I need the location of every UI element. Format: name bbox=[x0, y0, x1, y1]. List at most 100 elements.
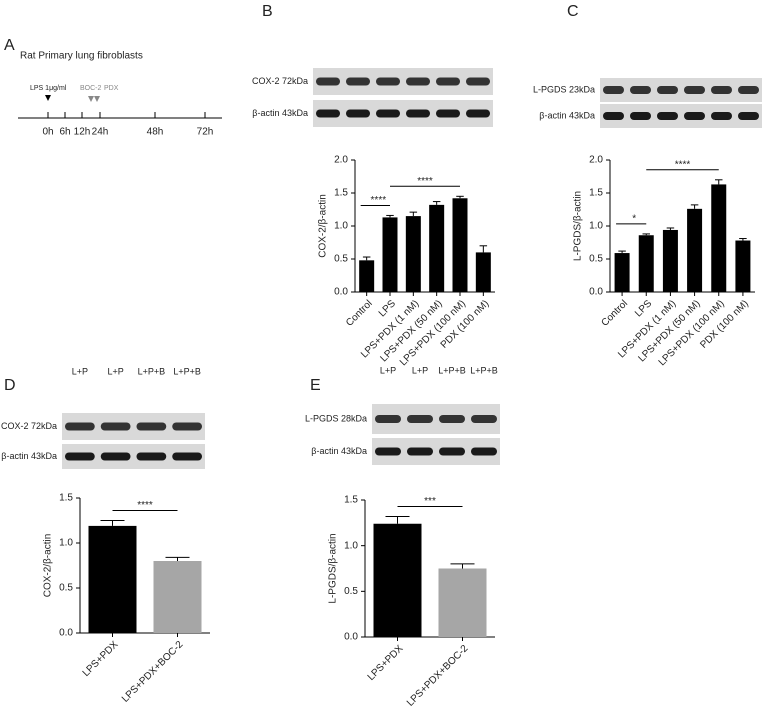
blot-band bbox=[711, 112, 732, 120]
y-tick-label: 1.5 bbox=[59, 493, 73, 504]
treatment-label: PDX bbox=[104, 85, 119, 92]
blot-band bbox=[346, 109, 370, 118]
x-tick-label: Control bbox=[599, 298, 630, 329]
y-tick-label: 0.5 bbox=[334, 254, 348, 265]
x-tick-label: LPS+PDX bbox=[366, 643, 406, 683]
y-axis-label: L-PGDS/β-actin bbox=[573, 191, 584, 261]
blot-band bbox=[439, 447, 465, 456]
bar bbox=[735, 240, 751, 292]
blot-band bbox=[172, 422, 202, 431]
y-axis-label: L-PGDS/β-actin bbox=[328, 533, 339, 603]
significance-label: *** bbox=[424, 496, 436, 507]
bar bbox=[153, 561, 202, 633]
arrow bbox=[88, 96, 100, 102]
blot-band bbox=[100, 422, 131, 431]
bar bbox=[475, 252, 491, 292]
panel-label: C bbox=[567, 3, 579, 20]
blot-label: COX-2 72kDa bbox=[1, 421, 57, 431]
lane-label: L+P bbox=[412, 365, 428, 375]
bar bbox=[711, 184, 727, 292]
time-label: 0h bbox=[42, 127, 53, 138]
lane-label: L+P bbox=[107, 366, 123, 376]
y-tick-label: 1.0 bbox=[344, 540, 358, 551]
bar bbox=[662, 229, 678, 292]
significance-label: **** bbox=[371, 195, 387, 206]
blot-band bbox=[406, 109, 430, 118]
y-tick-label: 1.5 bbox=[344, 495, 358, 506]
y-tick-label: 1.0 bbox=[59, 538, 73, 549]
blot-band bbox=[466, 77, 490, 86]
lane-label: L+P+B bbox=[470, 365, 498, 375]
blot-band bbox=[172, 452, 202, 461]
bar bbox=[429, 204, 445, 292]
treatment-label: BOC-2 bbox=[80, 85, 102, 92]
arrow bbox=[45, 95, 51, 101]
x-tick-label: LPS+PDX+BOC-2 bbox=[120, 639, 186, 705]
treatment-label: LPS 1μg/ml bbox=[30, 85, 67, 92]
blot-band bbox=[471, 447, 497, 456]
lane-label: L+P bbox=[380, 365, 396, 375]
blot-band bbox=[375, 447, 401, 456]
blot-band bbox=[316, 77, 340, 86]
blot-band bbox=[439, 415, 465, 423]
blot-label: COX-2 72kDa bbox=[252, 76, 308, 86]
blot-band bbox=[376, 77, 400, 86]
y-tick-label: 0.5 bbox=[344, 586, 358, 597]
y-tick-label: 0.0 bbox=[59, 628, 73, 639]
bar bbox=[452, 198, 468, 292]
time-label: 72h bbox=[197, 127, 214, 138]
y-tick-label: 1.5 bbox=[589, 188, 603, 199]
y-tick-label: 1.0 bbox=[589, 221, 603, 232]
y-tick-label: 0.5 bbox=[59, 583, 73, 594]
bar bbox=[638, 235, 654, 292]
bar bbox=[438, 568, 487, 637]
significance-label: **** bbox=[137, 500, 153, 511]
blot-background bbox=[600, 78, 762, 102]
lane-label: L+P+B bbox=[173, 366, 201, 376]
blot-band bbox=[375, 415, 401, 423]
blot-band bbox=[738, 112, 759, 120]
blot-band bbox=[630, 112, 651, 120]
blot-band bbox=[466, 109, 490, 118]
blot-label: β-actin 43kDa bbox=[539, 110, 595, 120]
blot-background bbox=[313, 100, 493, 127]
lane-label: L+P+B bbox=[438, 365, 466, 375]
bar bbox=[687, 208, 703, 292]
blot-label: β-actin 43kDa bbox=[252, 108, 308, 118]
blot-label: β-actin 43kDa bbox=[1, 451, 57, 461]
blot-band bbox=[471, 415, 497, 423]
blot-band bbox=[346, 77, 370, 86]
x-tick-label: Control bbox=[344, 298, 375, 329]
y-tick-label: 2.0 bbox=[334, 155, 348, 166]
y-axis-label: COX-2/β-actin bbox=[318, 194, 329, 258]
blot-band bbox=[136, 422, 167, 431]
blot-band bbox=[436, 109, 460, 118]
significance-label: * bbox=[632, 214, 636, 225]
blot-band bbox=[711, 86, 732, 94]
panel-label: E bbox=[310, 377, 321, 394]
blot-label: L-PGDS 23kDa bbox=[533, 84, 595, 94]
blot-label: L-PGDS 28kDa bbox=[305, 413, 367, 423]
y-tick-label: 0.0 bbox=[344, 632, 358, 643]
blot-background bbox=[600, 104, 762, 128]
blot-label: β-actin 43kDa bbox=[311, 446, 367, 456]
blot-band bbox=[100, 452, 131, 461]
blot-band bbox=[316, 109, 340, 118]
bar bbox=[382, 217, 398, 292]
bar bbox=[359, 260, 375, 292]
time-label: 48h bbox=[147, 127, 164, 138]
blot-band bbox=[65, 452, 95, 461]
blot-band bbox=[738, 86, 759, 94]
blot-band bbox=[657, 86, 678, 94]
x-tick-label: LPS+PDX bbox=[81, 639, 121, 679]
blot-background bbox=[313, 68, 493, 95]
significance-label: **** bbox=[675, 159, 691, 170]
y-tick-label: 0.0 bbox=[589, 287, 603, 298]
blot-band bbox=[630, 86, 651, 94]
blot-band bbox=[376, 109, 400, 118]
lane-label: L+P+B bbox=[138, 366, 166, 376]
blot-band bbox=[407, 447, 433, 456]
blot-band bbox=[436, 77, 460, 86]
bar bbox=[373, 523, 422, 637]
